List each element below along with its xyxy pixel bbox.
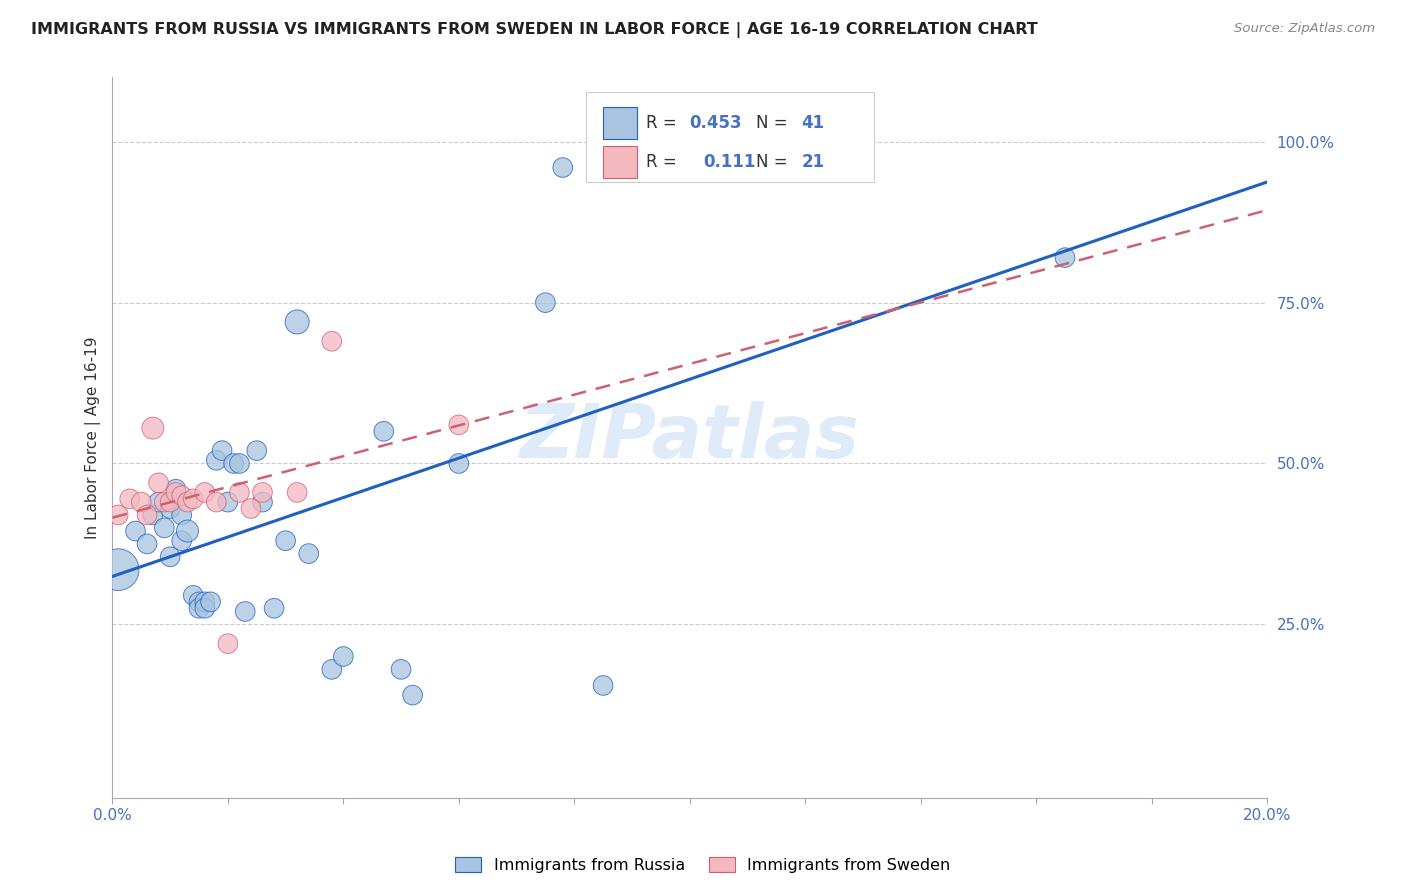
Point [263,601,285,615]
Point [852,161,875,175]
FancyBboxPatch shape [603,146,637,178]
Text: ZIPatlas: ZIPatlas [520,401,859,475]
Point [159,501,181,516]
Point [211,443,233,458]
Point [153,521,176,535]
Point [181,588,204,602]
Text: 0.111: 0.111 [703,153,756,170]
Point [170,489,193,503]
Point [534,295,557,310]
Point [142,508,165,522]
Point [298,547,321,561]
Point [389,662,412,676]
Text: R =: R = [645,114,682,132]
Point [181,491,204,506]
Point [165,482,187,496]
Point [285,485,308,500]
Point [159,495,181,509]
Point [176,524,198,538]
Point [159,549,181,564]
Point [228,457,250,471]
Point [274,533,297,548]
Point [124,524,146,538]
Point [1053,251,1076,265]
Text: Source: ZipAtlas.com: Source: ZipAtlas.com [1234,22,1375,36]
Point [148,495,170,509]
Text: IMMIGRANTS FROM RUSSIA VS IMMIGRANTS FROM SWEDEN IN LABOR FORCE | AGE 16-19 CORR: IMMIGRANTS FROM RUSSIA VS IMMIGRANTS FRO… [31,22,1038,38]
Point [332,649,354,664]
Point [592,678,614,692]
Point [252,495,274,509]
Point [246,443,269,458]
Point [153,495,176,509]
Text: N =: N = [755,114,793,132]
Point [170,533,193,548]
Point [373,425,395,439]
Point [136,508,159,522]
Point [188,601,211,615]
Point [118,491,141,506]
Text: 21: 21 [801,153,825,170]
Point [107,508,129,522]
Point [107,563,129,577]
Point [136,537,159,551]
Point [148,475,170,490]
Point [252,485,274,500]
Text: 0.453: 0.453 [690,114,742,132]
Point [447,417,470,432]
Point [447,457,470,471]
Point [551,161,574,175]
FancyBboxPatch shape [586,92,875,182]
Point [321,334,343,349]
Text: 41: 41 [801,114,825,132]
Point [194,485,217,500]
Text: R =: R = [645,153,688,170]
Point [401,688,423,702]
Y-axis label: In Labor Force | Age 16-19: In Labor Force | Age 16-19 [86,336,101,539]
Point [285,315,308,329]
Text: N =: N = [755,153,793,170]
Point [188,595,211,609]
Point [129,495,152,509]
Point [176,495,198,509]
Point [217,495,239,509]
Point [205,495,228,509]
Point [233,605,256,619]
FancyBboxPatch shape [603,107,637,138]
Point [321,662,343,676]
Point [222,457,245,471]
Point [165,485,187,500]
Legend: Immigrants from Russia, Immigrants from Sweden: Immigrants from Russia, Immigrants from … [449,851,957,880]
Point [239,501,262,516]
Point [205,453,228,467]
Point [170,508,193,522]
Point [194,601,217,615]
Point [228,485,250,500]
Point [200,595,222,609]
Point [142,421,165,435]
Point [194,595,217,609]
Point [217,637,239,651]
